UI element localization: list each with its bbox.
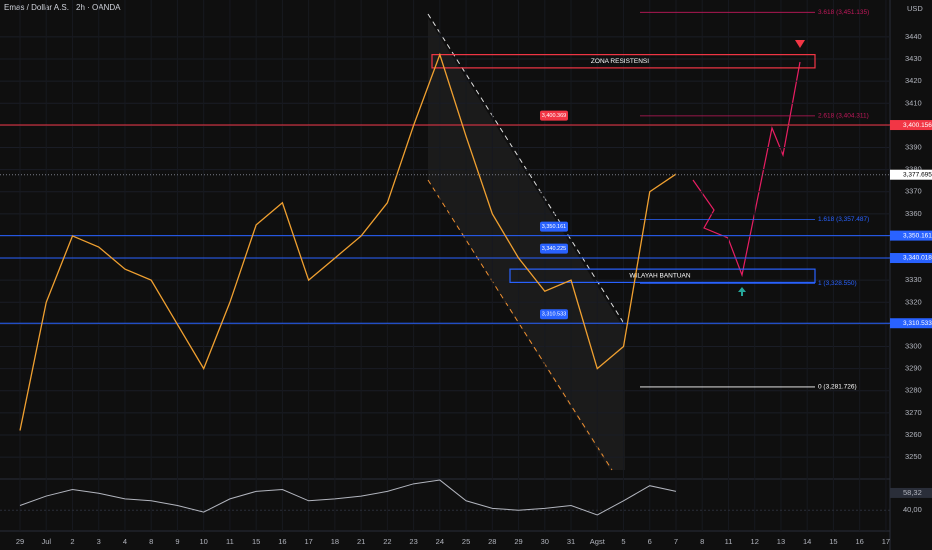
x-tick-label: 7 <box>674 537 678 546</box>
y-tick-label: 3260 <box>905 430 922 439</box>
price-line <box>19 52 677 431</box>
level-tag <box>890 253 932 264</box>
price-tag-label: 3,400.369 <box>542 113 566 119</box>
rsi-last-label: 58,32 <box>903 488 922 497</box>
fib-label: 3.618 (3,451.135) <box>818 9 869 16</box>
price-tag <box>540 110 568 121</box>
x-tick-label: 11 <box>226 537 234 546</box>
y-tick-label: 3380 <box>905 165 922 174</box>
x-tick-label: 8 <box>700 537 704 546</box>
fib-label: 0 (3,281.726) <box>818 384 857 391</box>
x-tick-label: 15 <box>829 537 837 546</box>
y-tick-label: 3330 <box>905 275 922 284</box>
y-tick-label: 3280 <box>905 386 922 395</box>
x-tick-label: 15 <box>252 537 260 546</box>
arrow-down <box>795 40 805 48</box>
y-tick-label: 3410 <box>905 98 922 107</box>
zone <box>509 268 816 283</box>
x-tick-label: 3 <box>97 537 101 546</box>
current-price-label: 3,377.695 <box>903 171 932 178</box>
arrow-up <box>738 287 746 296</box>
x-tick-label: 2 <box>70 537 74 546</box>
y-tick-label: 3250 <box>905 452 922 461</box>
x-tick-label: 29 <box>16 537 24 546</box>
y-tick-label: 3440 <box>905 32 922 41</box>
chart-title: Emas / Dollar A.S. · 2h · OANDA <box>4 3 121 12</box>
rsi-last-tag <box>890 487 932 498</box>
price-tag-label: 3,310.533 <box>542 312 566 318</box>
zone-label: WILAYAH BANTUAN <box>629 272 690 279</box>
zone-label: ZONA RESISTENSI <box>591 58 649 65</box>
x-tick-label: 29 <box>514 537 522 546</box>
currency: USD <box>907 4 923 13</box>
x-tick-label: 5 <box>621 537 625 546</box>
x-tick-label: 13 <box>777 537 785 546</box>
x-tick-label: Agst <box>590 537 606 546</box>
level-label: 3,310.533 <box>903 320 932 327</box>
channel-bottom <box>427 179 613 471</box>
x-tick-label: 30 <box>541 537 549 546</box>
y-tick-label: 3320 <box>905 297 922 306</box>
x-tick-label: 17 <box>882 537 890 546</box>
x-tick-label: 16 <box>278 537 286 546</box>
level-label: 3,400.156 <box>903 122 932 129</box>
y-tick-label: 3300 <box>905 342 922 351</box>
level-tag <box>890 318 932 329</box>
x-tick-label: 4 <box>123 537 127 546</box>
y-tick-label: 3290 <box>905 364 922 373</box>
x-tick-label: 21 <box>357 537 365 546</box>
x-tick-label: 18 <box>331 537 339 546</box>
x-tick-label: 22 <box>383 537 391 546</box>
y-tick-label: 3390 <box>905 142 922 151</box>
fib-label: 2.618 (3,404.311) <box>818 113 869 120</box>
x-tick-label: 23 <box>409 537 417 546</box>
x-tick-label: 9 <box>175 537 179 546</box>
channel <box>428 18 625 470</box>
current-price-tag <box>890 169 932 180</box>
price-tag-label: 3,340.225 <box>542 246 566 252</box>
x-tick-label: 31 <box>567 537 575 546</box>
fib-label: 1.618 (3,357.487) <box>818 216 869 223</box>
x-tick-label: 25 <box>462 537 470 546</box>
x-tick-label: 16 <box>856 537 864 546</box>
price-tag <box>540 243 568 254</box>
price-tag-label: 3,350.161 <box>542 224 566 230</box>
y-tick-label: 3370 <box>905 187 922 196</box>
price-tag <box>540 221 568 232</box>
x-tick-label: 6 <box>648 537 652 546</box>
y-tick-label: 3420 <box>905 76 922 85</box>
x-tick-label: Jul <box>41 537 51 546</box>
x-tick-label: 10 <box>200 537 208 546</box>
x-tick-label: 17 <box>304 537 312 546</box>
x-tick-label: 11 <box>725 537 733 546</box>
level-label: 3,350.161 <box>903 232 932 239</box>
zone <box>431 54 816 69</box>
x-tick-label: 24 <box>436 537 444 546</box>
x-tick-label: 28 <box>488 537 496 546</box>
x-tick-label: 8 <box>149 537 153 546</box>
x-tick-label: 12 <box>751 537 759 546</box>
y-tick-label: 3270 <box>905 408 922 417</box>
y-tick-label: 3430 <box>905 54 922 63</box>
fib-label: 1 (3,328.550) <box>818 280 857 287</box>
level-tag <box>890 230 932 241</box>
price-tag <box>540 309 568 320</box>
y-tick-label: 3360 <box>905 209 922 218</box>
level-label: 3,340.018 <box>903 255 932 262</box>
rsi-tick-label: 40,00 <box>903 505 922 514</box>
level-tag <box>890 120 932 131</box>
x-tick-label: 14 <box>803 537 811 546</box>
rsi-line <box>19 479 677 516</box>
